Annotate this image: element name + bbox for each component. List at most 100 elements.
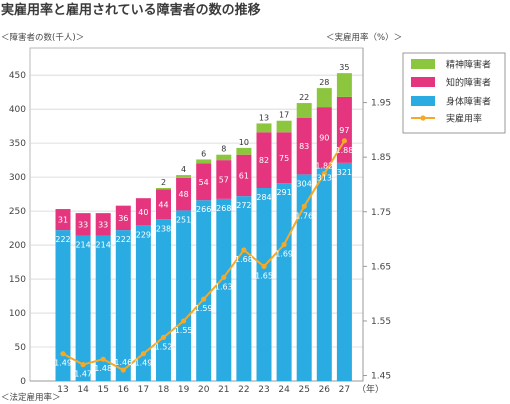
legend-label-intellectual: 知的障害者	[446, 77, 491, 89]
data-label-physical-24: 291	[276, 188, 291, 197]
bar-physical-15	[95, 235, 111, 381]
rate-label-21: 1.63	[215, 282, 233, 291]
y2-tick-label-1.45: 1.45	[371, 372, 391, 382]
rate-label-25: 1.76	[295, 211, 313, 220]
rate-point-17	[140, 351, 146, 357]
left-axis-label: ＜障害者の数(千人)＞	[1, 32, 84, 43]
rate-label-27: 1.88	[335, 146, 353, 155]
data-label-intellectual-14: 33	[78, 220, 88, 229]
data-label-mental-27: 35	[339, 63, 349, 72]
bar-mental-18	[156, 187, 171, 190]
y-tick-label-250: 250	[9, 207, 26, 217]
data-label-mental-19: 4	[181, 165, 186, 174]
bar-intellectual-15	[95, 213, 111, 236]
bar-mental-21	[216, 154, 232, 161]
bar-mental-24	[276, 120, 292, 133]
bar-physical-13	[55, 230, 71, 381]
y-tick-label-400: 400	[9, 105, 26, 115]
data-label-intellectual-20: 54	[199, 178, 209, 187]
rate-point-23	[261, 263, 267, 269]
x-tick-label-23: 23	[258, 385, 269, 395]
x-tick-label-21: 21	[218, 385, 229, 395]
rate-label-18: 1.52	[155, 342, 173, 351]
data-label-physical-15: 214	[96, 241, 111, 250]
bar-physical-23	[256, 187, 272, 381]
data-label-physical-21: 268	[216, 204, 231, 213]
data-label-intellectual-19: 48	[179, 190, 189, 199]
data-label-physical-14: 214	[75, 241, 90, 250]
bar-physical-27	[336, 162, 352, 381]
bar-physical-22	[236, 196, 252, 381]
bar-physical-26	[316, 168, 332, 381]
rate-point-21	[221, 274, 227, 280]
rate-point-24	[281, 241, 287, 248]
data-label-physical-25: 304	[297, 179, 312, 188]
data-label-mental-26: 28	[319, 78, 329, 87]
data-label-physical-13: 222	[55, 235, 70, 244]
data-label-mental-22: 10	[239, 138, 249, 147]
bar-mental-27	[336, 73, 352, 97]
rate-point-13	[60, 351, 66, 357]
data-label-intellectual-24: 75	[279, 154, 289, 163]
y-tick-label-200: 200	[9, 241, 26, 251]
legend-swatch-physical	[411, 96, 435, 106]
data-label-physical-19: 251	[176, 215, 191, 224]
data-label-physical-18: 238	[156, 224, 171, 233]
bar-intellectual-16	[115, 205, 131, 231]
rate-label-17: 1.49	[134, 359, 152, 368]
x-tick-label-25: 25	[298, 385, 309, 395]
x-tick-label-24: 24	[278, 385, 290, 395]
bar-physical-18	[156, 219, 171, 381]
bar-intellectual-22	[236, 154, 252, 197]
x-tick-label-19: 19	[178, 385, 190, 395]
bar-physical-16	[115, 230, 131, 381]
data-label-physical-22: 272	[236, 201, 251, 210]
plot-area: 0501001502002503003504004501.451.551.651…	[9, 47, 391, 395]
bar-intellectual-17	[135, 198, 151, 226]
y-tick-label-50: 50	[15, 343, 27, 353]
data-label-physical-27: 321	[337, 168, 352, 177]
rate-point-16	[120, 367, 126, 373]
x-tick-label-16: 16	[118, 385, 130, 395]
data-label-intellectual-16: 36	[118, 214, 128, 223]
rate-label-14: 1.47	[74, 370, 92, 379]
rate-point-15	[100, 356, 106, 362]
data-label-physical-23: 284	[256, 193, 271, 202]
chart-title: 実雇用率と雇用されている障害者の数の推移	[1, 2, 261, 18]
bar-intellectual-18	[156, 189, 171, 220]
bar-mental-19	[176, 175, 192, 178]
rate-label-19: 1.55	[175, 326, 193, 335]
data-label-intellectual-15: 33	[98, 220, 108, 229]
bar-intellectual-25	[296, 117, 312, 175]
rate-point-26	[321, 170, 327, 177]
data-label-intellectual-18: 44	[158, 200, 168, 209]
data-label-physical-26: 313	[317, 173, 332, 182]
bar-intellectual-24	[276, 132, 292, 184]
legend: 精神障害者 知的障害者 身体障害者 実雇用率	[402, 52, 506, 134]
legend-swatch-intellectual	[411, 77, 435, 87]
bar-intellectual-19	[176, 177, 192, 211]
bar-physical-17	[135, 225, 151, 381]
data-label-physical-20: 266	[196, 205, 211, 214]
data-label-physical-16: 222	[116, 235, 131, 244]
legend-label-rate: 実雇用率	[446, 113, 482, 125]
rate-label-16: 1.46	[114, 358, 132, 367]
bar-intellectual-23	[256, 132, 272, 188]
bar-physical-19	[176, 210, 192, 381]
rate-label-26: 1.82	[315, 162, 333, 171]
bar-physical-21	[216, 198, 232, 381]
data-label-mental-18: 2	[161, 178, 166, 187]
rate-point-22	[241, 247, 247, 253]
data-label-mental-25: 22	[299, 93, 309, 102]
x-tick-label-27: 27	[339, 385, 350, 395]
rate-point-14	[80, 362, 86, 368]
legend-swatch-rate-marker	[420, 115, 426, 121]
bar-mental-25	[296, 103, 312, 118]
bar-intellectual-21	[216, 160, 232, 199]
y2-tick-label-1.75: 1.75	[371, 208, 391, 218]
bar-intellectual-14	[75, 213, 91, 236]
y-tick-label-350: 350	[9, 139, 26, 149]
data-label-intellectual-23: 82	[259, 156, 269, 165]
data-label-mental-21: 8	[221, 145, 226, 154]
